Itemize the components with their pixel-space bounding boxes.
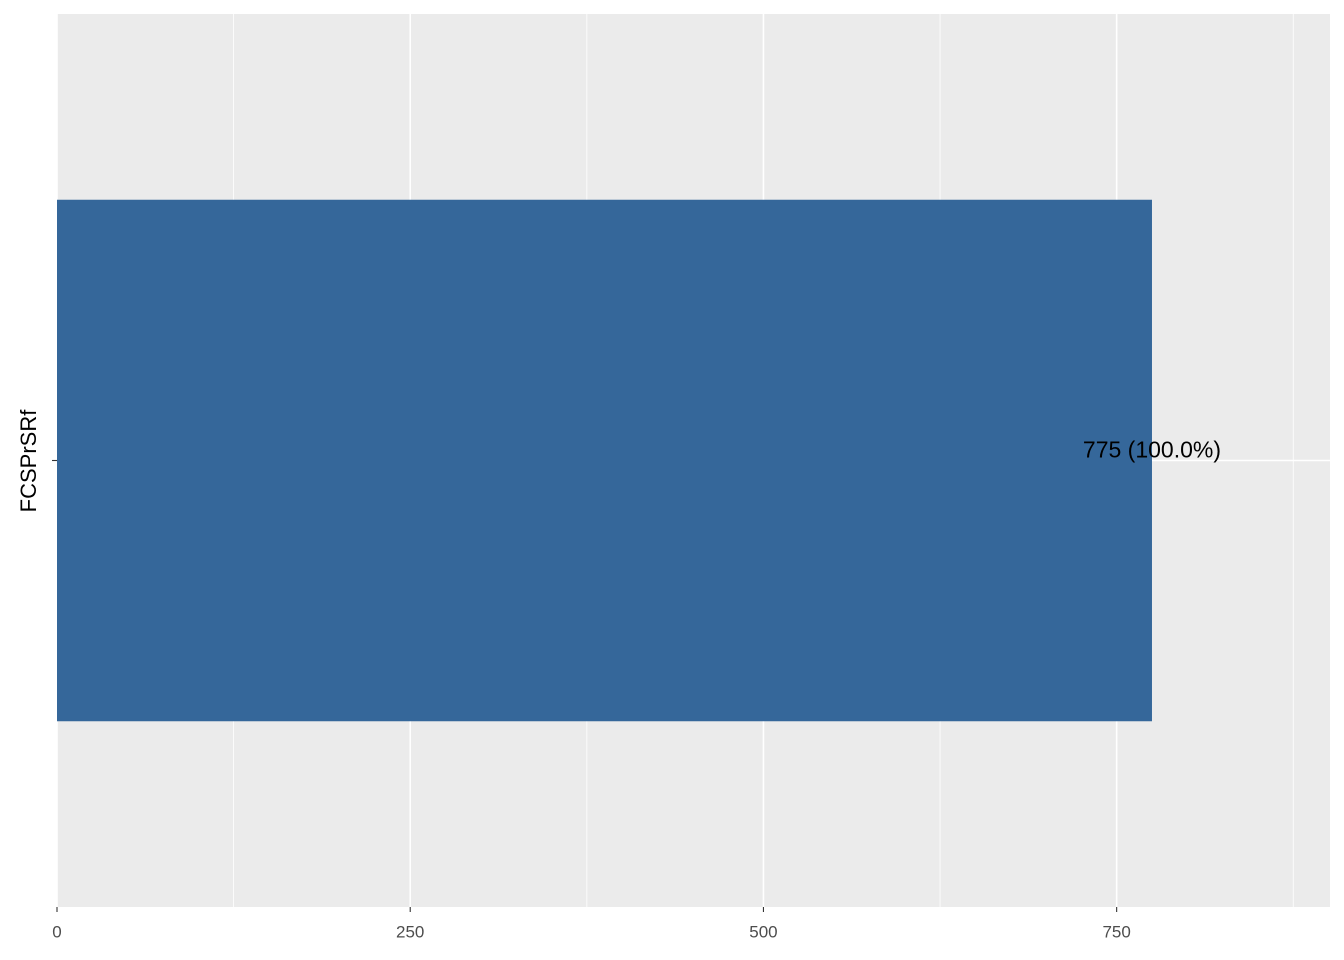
x-tick-label: 250	[396, 922, 424, 941]
x-tick-label: 750	[1102, 922, 1130, 941]
bar	[57, 199, 1152, 722]
x-tick-label: 500	[749, 922, 777, 941]
y-axis-title: FCSPrSRf	[16, 409, 41, 513]
value-label: 775 (100.0%)	[1083, 437, 1221, 463]
x-tick-label: 0	[52, 922, 61, 941]
